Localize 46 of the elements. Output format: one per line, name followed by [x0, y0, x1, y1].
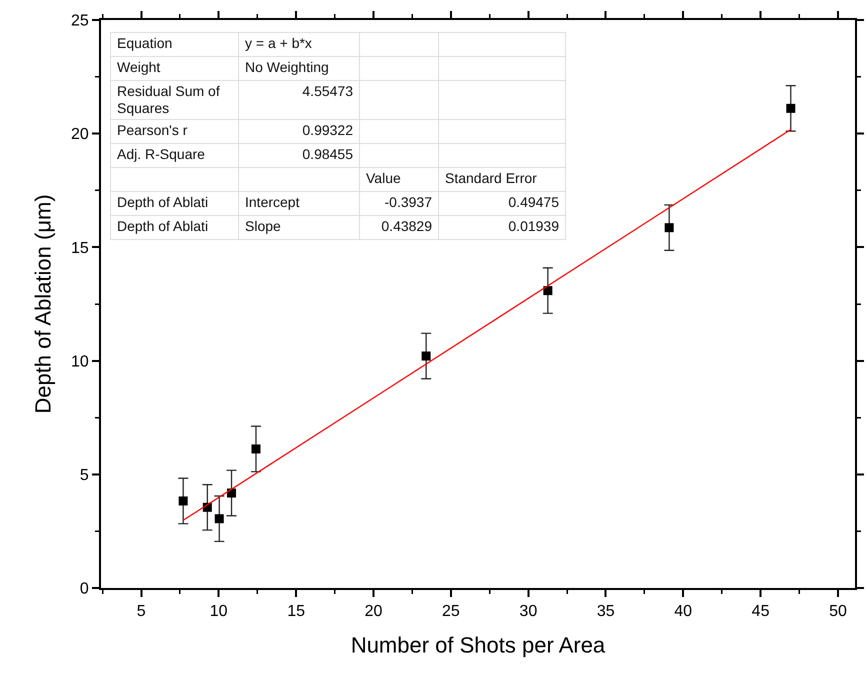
- y-tick-label: 10: [71, 353, 89, 370]
- annotation: Equation: [110, 32, 238, 56]
- x-tick-label: 50: [829, 603, 847, 620]
- annotation: 0.98455: [238, 144, 360, 168]
- x-tick-label: 5: [136, 603, 146, 620]
- y-axis-title: Depth of Ablation (μm): [30, 194, 56, 414]
- annotation: 4.55473: [238, 80, 360, 120]
- point: [422, 352, 431, 361]
- point: [214, 514, 224, 524]
- x-tick-label: 40: [674, 603, 692, 620]
- y-tick-label: 15: [71, 240, 89, 257]
- x-tick-label: 35: [596, 603, 615, 620]
- annotation: Intercept: [238, 192, 360, 216]
- annotation: Slope: [238, 216, 360, 240]
- x-tick-label: 30: [519, 603, 538, 620]
- point: [178, 496, 188, 506]
- x-tick-label: 15: [287, 603, 306, 620]
- x-tick-label: 20: [364, 603, 382, 620]
- annotation: Depth of Ablati: [110, 216, 238, 240]
- point: [786, 104, 796, 113]
- annotation: Adj. R-Square: [110, 144, 238, 168]
- y-tick-label: 25: [71, 12, 89, 30]
- annotation: -0.3937: [360, 192, 438, 216]
- x-tick-label: 25: [442, 603, 460, 620]
- annotation: Weight: [110, 56, 238, 80]
- annotation: No Weighting: [238, 56, 360, 80]
- x-tick-label: 45: [752, 603, 770, 620]
- annotation: y = a + b*x: [238, 32, 360, 56]
- point: [227, 488, 236, 498]
- annotation: Residual Sum of Squares: [110, 80, 238, 120]
- x-axis-title: Number of Shots per Area: [350, 632, 606, 658]
- annotation: 0.99322: [238, 120, 360, 144]
- y-tick-label: 20: [71, 126, 89, 144]
- y-tick-label: 5: [80, 467, 89, 484]
- point: [664, 223, 674, 232]
- annotation: 0.49475: [438, 192, 566, 216]
- point: [251, 444, 260, 454]
- annotation: Value: [360, 168, 438, 192]
- y-tick-label: 0: [80, 580, 89, 598]
- annotation: 0.01939: [438, 216, 566, 240]
- x-tick-label: 10: [210, 603, 228, 620]
- point: [543, 286, 552, 296]
- annotation: 0.43829: [360, 216, 438, 240]
- annotation: Standard Error: [438, 168, 566, 192]
- annotation: Depth of Ablati: [110, 192, 238, 216]
- annotation: Pearson's r: [110, 120, 238, 144]
